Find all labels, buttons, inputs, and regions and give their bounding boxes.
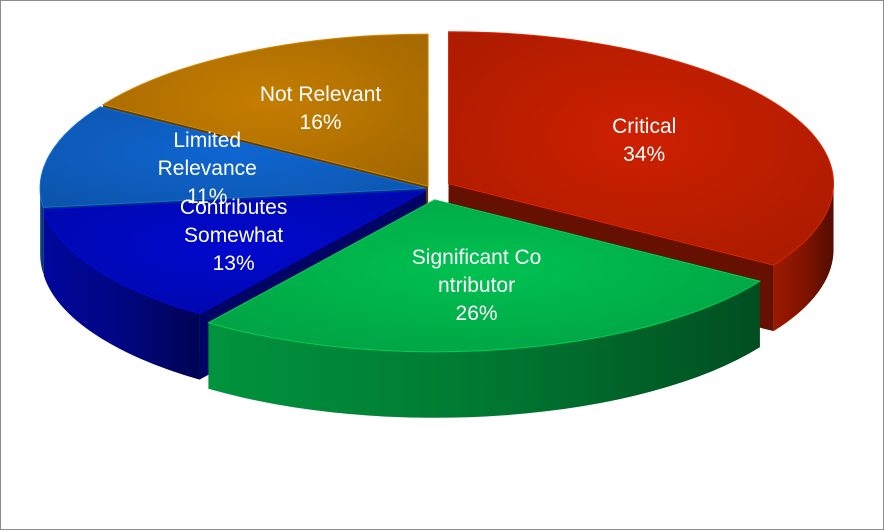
slice-label-1: Significant Co ntributor 26% — [412, 244, 542, 328]
pie-slice-side — [773, 183, 834, 332]
slice-name-line: Not Relevant — [259, 82, 382, 106]
slice-name-line: Contributes — [179, 195, 288, 219]
pie-slice-side — [40, 188, 44, 274]
slice-name-line: Significant Co — [411, 246, 542, 270]
pie-slice-top — [43, 190, 427, 315]
slice-percent: 16% — [299, 110, 342, 134]
slice-label-0: Critical 34% — [612, 113, 676, 169]
slice-label-4: Not Relevant 16% — [260, 81, 381, 137]
pie-slice-top — [101, 33, 429, 187]
slice-percent: 34% — [623, 143, 666, 167]
slice-name-line: Limited — [173, 129, 242, 153]
pie-slice-1 — [207, 199, 762, 418]
pie-slice-top — [448, 31, 834, 266]
pie-slice-top — [207, 199, 762, 353]
slice-name-line: Somewhat — [184, 223, 284, 247]
slice-name-line: Critical — [612, 115, 677, 139]
slice-name-line: ntributor — [438, 274, 516, 298]
slice-label-2: Contributes Somewhat 13% — [180, 194, 287, 278]
pie-slice-top — [39, 106, 426, 208]
pie-slice-side — [43, 209, 200, 380]
pie-slice-side — [208, 281, 760, 418]
slice-percent: 26% — [455, 302, 498, 326]
slice-label-3: Limited Relevance 11% — [158, 127, 257, 211]
slice-name-line: Relevance — [157, 157, 257, 181]
slice-percent: 11% — [186, 185, 228, 209]
slice-percent: 13% — [212, 251, 255, 275]
